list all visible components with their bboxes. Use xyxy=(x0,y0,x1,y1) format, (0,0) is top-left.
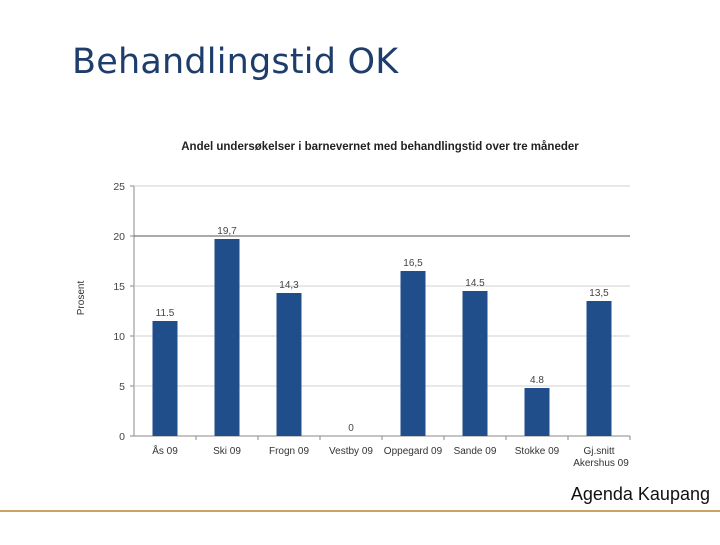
x-tick-label: Ski 09 xyxy=(213,446,241,457)
x-tick-label: Vestby 09 xyxy=(329,446,373,457)
data-label: 16,5 xyxy=(403,258,423,269)
bar xyxy=(214,239,240,436)
y-axis-label: Prosent xyxy=(76,281,87,316)
y-tick-label: 0 xyxy=(119,431,125,443)
y-tick-label: 10 xyxy=(113,331,125,343)
data-label: 0 xyxy=(348,423,354,434)
footer-text: Agenda Kaupang xyxy=(570,484,710,504)
gridlines xyxy=(130,185,631,440)
data-label: 19,7 xyxy=(217,226,237,237)
x-tick-label: Frogn 09 xyxy=(269,446,309,457)
y-tick-label: 25 xyxy=(113,181,125,193)
footer-divider xyxy=(0,510,720,512)
labels: 0 5 10 15 20 25 11.5 Ås 09 19,7 Ski 09 14,3 Frogn 0… xyxy=(113,181,629,469)
data-label: 14,3 xyxy=(279,280,299,291)
chart-title: Andel undersøkelser i barnevernet med be… xyxy=(181,141,579,153)
x-tick-label: Gj.snitt xyxy=(583,446,614,457)
x-tick-label: Akershus 09 xyxy=(573,458,629,469)
y-tick-label: 5 xyxy=(119,381,125,393)
x-tick-label: Oppegard 09 xyxy=(384,446,443,457)
data-label: 4.8 xyxy=(530,375,544,386)
x-tick-label: Stokke 09 xyxy=(515,446,560,457)
bar xyxy=(276,293,302,436)
data-label: 11.5 xyxy=(156,308,175,319)
data-label: 13,5 xyxy=(589,288,609,299)
bar xyxy=(400,271,426,436)
x-tick-label: Sande 09 xyxy=(454,446,497,457)
y-tick-label: 15 xyxy=(113,281,125,293)
data-label: 14.5 xyxy=(465,278,485,289)
slide-title: Behandlingstid OK xyxy=(72,42,399,82)
bar xyxy=(524,388,550,436)
bars xyxy=(152,239,612,436)
x-tick-label: Ås 09 xyxy=(152,444,178,457)
bar xyxy=(586,301,612,436)
bar xyxy=(462,291,488,436)
y-tick-label: 20 xyxy=(113,231,125,243)
bar xyxy=(152,321,178,436)
